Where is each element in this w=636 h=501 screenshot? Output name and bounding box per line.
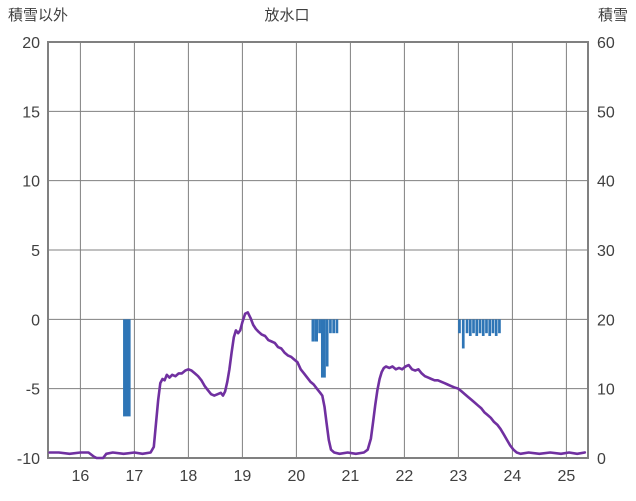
- right-axis-tick-label: 30: [597, 243, 615, 260]
- snowfall-bar: [488, 319, 492, 336]
- snowfall-bar: [458, 319, 461, 334]
- snowfall-bar: [494, 319, 498, 336]
- snowfall-bar: [475, 319, 479, 336]
- left-axis-tick-label: 10: [22, 174, 40, 191]
- snowfall-bar: [318, 319, 321, 334]
- snowfall-bar: [461, 319, 465, 349]
- left-axis-tick-label: 15: [22, 104, 40, 121]
- snowfall-bar: [325, 319, 329, 367]
- x-axis-tick-label: 17: [126, 468, 144, 485]
- snowfall-bar: [481, 319, 485, 336]
- left-axis-title: 積雪以外: [8, 7, 69, 24]
- x-axis-tick-label: 23: [450, 468, 468, 485]
- snowfall-bar: [314, 319, 318, 342]
- plot-border: [47, 41, 589, 459]
- left-axis-tick-label: 5: [31, 243, 40, 260]
- right-axis-tick-label: 40: [597, 174, 615, 191]
- snowfall-bar: [123, 319, 131, 417]
- snowfall-bar: [332, 319, 336, 334]
- snowfall-bar: [311, 319, 315, 342]
- left-axis-tick-label: 20: [22, 35, 40, 52]
- snowfall-bar: [468, 319, 472, 336]
- left-axis-tick-label: -5: [26, 382, 40, 399]
- snowfall-bar: [491, 319, 495, 334]
- right-axis-tick-label: 60: [597, 35, 615, 52]
- right-axis-title: 積雪: [597, 7, 628, 24]
- snowfall-bar: [329, 319, 332, 334]
- snowfall-bar: [498, 319, 501, 334]
- right-axis-tick-label: 20: [597, 312, 615, 329]
- snowfall-bar: [335, 319, 339, 334]
- left-axis-tick-label: 0: [31, 312, 40, 329]
- x-axis-tick-label: 19: [234, 468, 252, 485]
- snowfall-bar: [478, 319, 482, 334]
- x-axis-tick-label: 16: [72, 468, 90, 485]
- snowfall-bar: [320, 319, 326, 378]
- x-axis-tick-label: 18: [180, 468, 198, 485]
- x-axis-tick-label: 20: [288, 468, 306, 485]
- snowfall-bar: [472, 319, 475, 334]
- snowfall-bar: [485, 319, 488, 334]
- right-axis-tick-label: 10: [597, 382, 615, 399]
- discharge-line-series: [48, 311, 587, 460]
- x-axis-tick-label: 21: [342, 468, 360, 485]
- chart-title: 放水口: [264, 7, 310, 24]
- right-axis-tick-label: 50: [597, 104, 615, 121]
- x-axis-tick-label: 24: [504, 468, 522, 485]
- snowfall-bar: [465, 319, 469, 334]
- right-axis-tick-label: 0: [597, 451, 606, 468]
- x-axis-tick-label: 22: [396, 468, 414, 485]
- left-axis-tick-label: -10: [17, 451, 40, 468]
- x-axis-tick-label: 25: [558, 468, 576, 485]
